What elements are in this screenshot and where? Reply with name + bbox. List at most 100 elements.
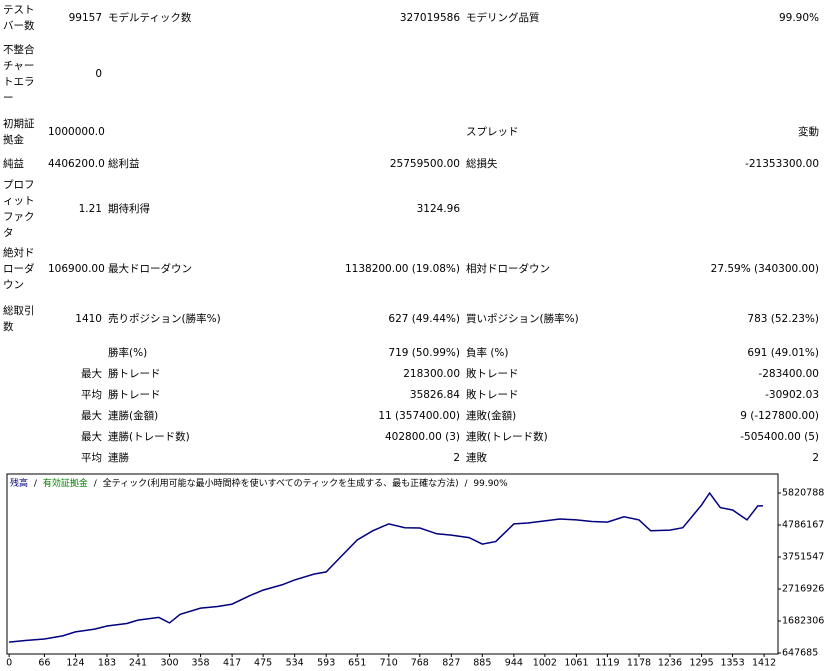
x-tick-label: 1353 (720, 658, 744, 669)
field-value: 変動 (798, 126, 819, 138)
field-value: 27.59% (340300.00) (710, 262, 819, 275)
y-tick-label: 5820788 (782, 487, 824, 498)
x-tick-label: 1412 (752, 658, 776, 669)
field-value: 平均 (81, 388, 102, 401)
legend-equity: 有効証拠金 (42, 479, 88, 489)
field-label: 初期証拠金 (3, 118, 35, 146)
x-tick-label: 885 (473, 658, 491, 669)
chart: 647685 1682306 2716926 3751547 4786167 582078… (6, 473, 824, 669)
field-value: 1410 (75, 313, 102, 325)
field-value: 99.90% (778, 11, 819, 24)
field-value: 11 (357400.00) (378, 409, 460, 422)
field-value: 9 (-127800.00) (740, 409, 819, 422)
field-label: 連敗(トレード数) (466, 430, 548, 443)
field-value: 平均 (81, 451, 102, 464)
x-tick-label: 1061 (564, 658, 588, 669)
report-row: 総取引数 1410 売りポジション(勝率%) 627 (49.44%) 買いポジション(… (0, 296, 822, 342)
field-value: 1138200.00 (19.08%) (344, 262, 460, 275)
field-label: 連敗(金額) (466, 409, 517, 422)
field-label: 相対ドローダウン (466, 262, 550, 275)
y-tick-label: 647685 (782, 647, 818, 658)
field-value: 1.21 (78, 203, 102, 215)
field-value: 3124.96 (416, 203, 460, 215)
report-row: 最大 連勝(金額) 11 (357400.00) 連敗(金額) 9 (-127800.0… (0, 405, 822, 426)
field-value: 719 (50.99%) (388, 346, 460, 359)
field-value: 4406200.00 (48, 158, 105, 170)
field-label: 絶対ドローダウン (3, 246, 35, 291)
field-label: 売りポジション(勝率%) (108, 313, 221, 325)
field-value: 402800.00 (3) (385, 430, 460, 443)
x-tick-label: 534 (286, 658, 304, 669)
x-tick-label: 651 (348, 658, 366, 669)
report-row: 絶対ドローダウン 106900.00 最大ドローダウン 1138200.00 (19.… (0, 241, 822, 296)
field-value: 最大 (81, 430, 102, 443)
x-tick-label: 1119 (595, 658, 619, 669)
field-value: 2 (453, 451, 460, 464)
field-value: 99157 (68, 11, 102, 24)
field-value: 327019586 (399, 11, 460, 24)
x-tick-label: 1236 (658, 658, 682, 669)
x-tick-label: 944 (505, 658, 523, 669)
field-value: 106900.00 (48, 262, 105, 275)
field-label: 純益 (3, 158, 24, 170)
report-row: プロフィットファクタ 1.21 期待利得 3124.96 (0, 177, 822, 241)
x-tick-label: 710 (380, 658, 398, 669)
y-tick-label: 4786167 (782, 519, 824, 530)
field-label: 期待利得 (108, 203, 150, 215)
x-tick-label: 1178 (627, 658, 651, 669)
x-tick-label: 0 (6, 658, 12, 669)
legend-separator: / (464, 479, 468, 489)
field-value: -283400.00 (758, 367, 819, 380)
x-tick-label: 768 (411, 658, 429, 669)
report-row: 初期証拠金 1000000.00 スプレッド 変動 (0, 113, 822, 151)
field-label: 総利益 (108, 158, 140, 170)
field-value: 最大 (81, 367, 102, 380)
field-value: 627 (49.44%) (388, 313, 460, 325)
field-value: 35826.84 (409, 388, 460, 401)
field-value: -21353300.00 (745, 158, 819, 170)
report-row: テストバー数 99157 モデルティック数 327019586 モデリング品質 99.90… (0, 0, 822, 35)
field-label: 連勝(トレード数) (108, 430, 190, 443)
x-tick-label: 241 (129, 658, 147, 669)
report-row: 平均 連勝 2 連敗 2 (0, 447, 822, 468)
field-label: 最大ドローダウン (108, 262, 192, 275)
field-label: 勝率(%) (108, 346, 148, 359)
field-label: 敗トレード (466, 367, 519, 380)
field-label: 連敗 (466, 451, 487, 464)
x-tick-label: 417 (223, 658, 241, 669)
field-label: スプレッド (466, 126, 519, 138)
legend-balance: 残高 (10, 479, 29, 489)
x-tick-label: 1295 (689, 658, 713, 669)
field-value: 691 (49.01%) (747, 346, 819, 359)
report-row: 純益 4406200.00総利益 25759500.00 総損失 -21353300.0… (0, 151, 822, 177)
field-label: 勝トレード (108, 388, 161, 401)
x-tick-label: 1002 (533, 658, 557, 669)
legend: 残高 / 有効証拠金 / 全ティック(利用可能な最小時間枠を使いすべてのティック… (10, 476, 511, 489)
field-label: 負率 (%) (466, 346, 509, 359)
report-body: テストバー数 99157 モデルティック数 327019586 モデリング品質 99.90… (0, 0, 822, 468)
x-tick-label: 300 (160, 658, 178, 669)
plot-frame (6, 473, 779, 655)
field-label: 連勝(金額) (108, 409, 159, 422)
field-label: 総取引数 (3, 305, 35, 333)
field-value: 783 (52.23%) (747, 313, 819, 325)
balance-line (9, 491, 764, 643)
field-value: 25759500.00 (389, 158, 460, 170)
field-label: 総損失 (466, 158, 498, 170)
x-tick-label: 593 (317, 658, 335, 669)
field-value: 1000000.00 (48, 126, 105, 138)
field-value: 2 (812, 451, 819, 464)
legend-separator: / (93, 479, 97, 489)
report-row: 不整合チャートエラー 0 (0, 35, 822, 113)
y-tick-label: 3751547 (782, 551, 824, 562)
y-tick-label: 2716926 (782, 583, 824, 594)
field-label: モデルティック数 (108, 11, 192, 24)
x-tick-label: 66 (38, 658, 50, 669)
field-label: 勝トレード (108, 367, 161, 380)
report-row: 勝率(%) 719 (50.99%) 負率 (%) 691 (49.01%) (0, 342, 822, 363)
field-label: 敗トレード (466, 388, 519, 401)
field-value: 0 (95, 68, 102, 80)
field-label: 買いポジション(勝率%) (466, 313, 579, 325)
field-label: プロフィットファクタ (3, 179, 35, 239)
